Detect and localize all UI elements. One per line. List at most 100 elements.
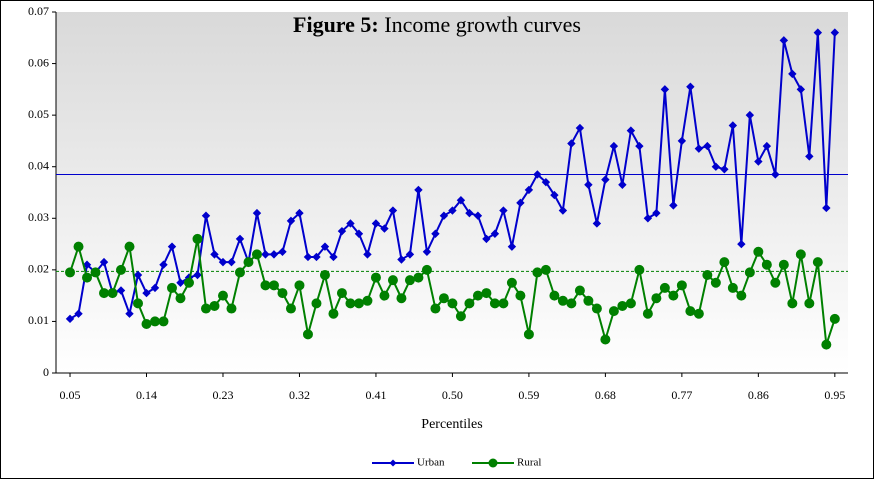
point — [567, 139, 576, 148]
point — [601, 175, 610, 184]
point — [217, 290, 228, 301]
point — [396, 293, 407, 304]
point — [371, 219, 381, 228]
point — [744, 267, 755, 278]
point — [422, 247, 432, 257]
x-tick-label: 0.86 — [748, 388, 769, 402]
point — [506, 277, 517, 288]
point — [159, 260, 168, 269]
point — [745, 110, 755, 120]
y-tick-label: 0.06 — [28, 55, 49, 69]
point — [209, 300, 220, 311]
point — [125, 309, 134, 318]
point — [778, 259, 789, 270]
point — [736, 290, 747, 301]
point — [795, 249, 806, 260]
point — [634, 264, 645, 275]
point — [345, 298, 356, 309]
point — [779, 36, 789, 45]
point — [805, 152, 814, 161]
title-bold: Figure 5: — [293, 12, 379, 37]
point — [532, 267, 543, 278]
point — [702, 270, 713, 281]
y-tick-label: 0.01 — [28, 313, 49, 327]
y-tick-label: 0.07 — [28, 4, 49, 18]
point — [370, 272, 381, 283]
point — [489, 298, 500, 309]
point — [584, 180, 593, 189]
point — [710, 277, 721, 288]
y-tick-label: 0.02 — [28, 262, 49, 276]
point — [829, 313, 840, 324]
point — [566, 298, 577, 309]
point — [166, 282, 177, 293]
point — [243, 257, 254, 268]
point — [337, 226, 347, 236]
point — [465, 208, 474, 218]
point — [737, 239, 746, 249]
point — [676, 280, 687, 291]
y-tick-label: 0.05 — [28, 107, 49, 121]
point — [549, 290, 560, 301]
title-text: Income growth curves — [384, 12, 581, 37]
point — [142, 288, 151, 298]
point — [642, 308, 653, 319]
point — [269, 250, 279, 259]
point — [294, 280, 305, 291]
point — [720, 165, 729, 174]
point — [329, 252, 338, 262]
point — [685, 306, 696, 317]
point — [507, 242, 517, 251]
point — [447, 298, 458, 309]
point — [668, 290, 679, 301]
x-tick-label: 0.77 — [671, 388, 692, 402]
point — [387, 275, 398, 286]
point — [193, 270, 202, 280]
x-axis-title: Percentiles — [421, 417, 482, 432]
legend-marker — [389, 459, 397, 467]
x-tick-label: 0.50 — [442, 388, 463, 402]
point — [354, 229, 364, 238]
point — [328, 308, 339, 319]
point — [822, 203, 831, 213]
x-tick-label: 0.14 — [136, 388, 157, 402]
point — [183, 277, 194, 288]
point — [490, 229, 500, 238]
point — [116, 264, 127, 275]
point — [82, 260, 92, 269]
point — [472, 290, 483, 301]
point — [787, 298, 798, 309]
point — [719, 257, 730, 268]
point — [176, 278, 185, 287]
point — [456, 196, 466, 205]
point — [626, 126, 636, 135]
point — [524, 185, 534, 195]
point — [804, 298, 815, 309]
point — [821, 339, 832, 350]
point — [218, 257, 228, 267]
plot-area — [56, 12, 848, 373]
point — [660, 85, 670, 94]
point — [651, 293, 662, 304]
point — [669, 201, 678, 210]
point — [260, 280, 271, 291]
point — [65, 314, 75, 324]
point — [251, 249, 262, 260]
point — [643, 214, 653, 223]
point — [405, 250, 415, 259]
point — [575, 123, 585, 133]
x-tick-label: 0.68 — [595, 388, 616, 402]
point — [703, 141, 712, 151]
point — [574, 285, 585, 296]
point — [286, 216, 296, 226]
point — [455, 311, 466, 322]
point — [473, 211, 483, 220]
point — [541, 177, 551, 187]
point — [285, 303, 296, 314]
x-tick-label: 0.32 — [289, 388, 310, 402]
point — [133, 270, 143, 280]
point — [73, 241, 84, 252]
point — [430, 303, 441, 314]
point — [74, 309, 83, 318]
point — [788, 69, 797, 79]
